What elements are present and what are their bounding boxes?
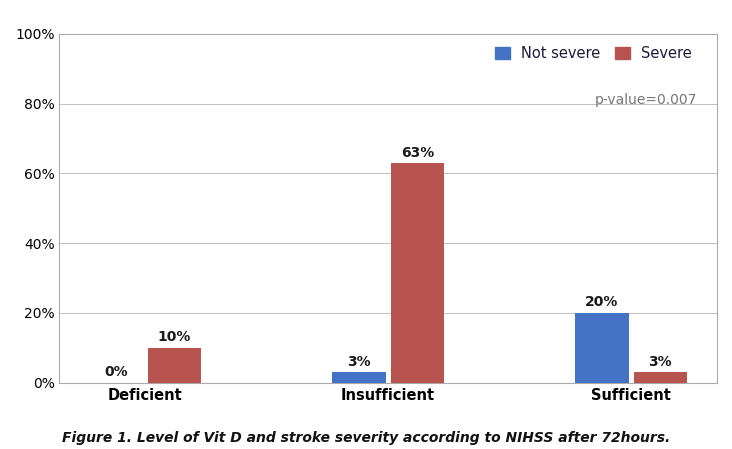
Text: 10%: 10% (157, 330, 191, 344)
Text: 0%: 0% (104, 365, 128, 379)
Bar (575, 313, 629, 383)
Bar (634, 372, 687, 383)
Text: 63%: 63% (400, 145, 434, 159)
Legend: Not severe, Severe: Not severe, Severe (490, 41, 697, 65)
Text: Figure 1. Level of Vit D and stroke severity according to NIHSS after 72hours.: Figure 1. Level of Vit D and stroke seve… (62, 431, 670, 445)
Bar (148, 348, 201, 383)
Text: 3%: 3% (347, 355, 371, 369)
Bar (391, 163, 444, 383)
Text: 20%: 20% (586, 295, 619, 309)
Text: 3%: 3% (649, 355, 672, 369)
Text: p-value=0.007: p-value=0.007 (595, 93, 698, 107)
Bar (332, 372, 386, 383)
